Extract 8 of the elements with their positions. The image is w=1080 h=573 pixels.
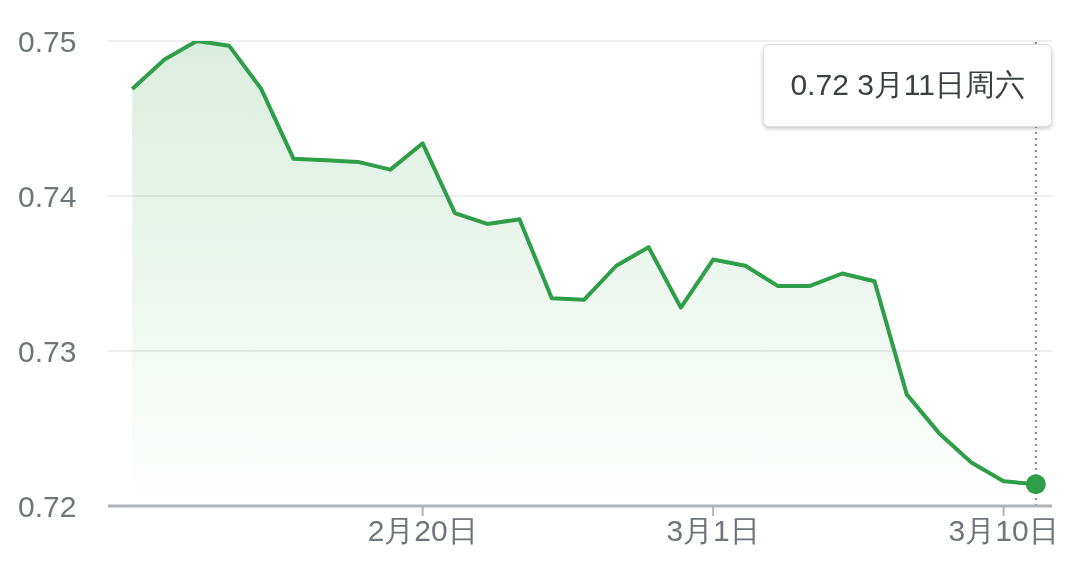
y-tick-label: 0.73: [18, 334, 77, 368]
annotation: 0.72 3月11日周六: [763, 44, 1052, 127]
x-tick-label: 3月10日: [948, 514, 1059, 548]
y-tick-label: 0.74: [18, 179, 77, 213]
y-tick-label: 0.72: [18, 489, 77, 523]
y-tick-label: 0.75: [18, 24, 77, 58]
x-tick-label: 3月1日: [666, 514, 760, 548]
x-tick-label: 2月20日: [367, 514, 478, 548]
